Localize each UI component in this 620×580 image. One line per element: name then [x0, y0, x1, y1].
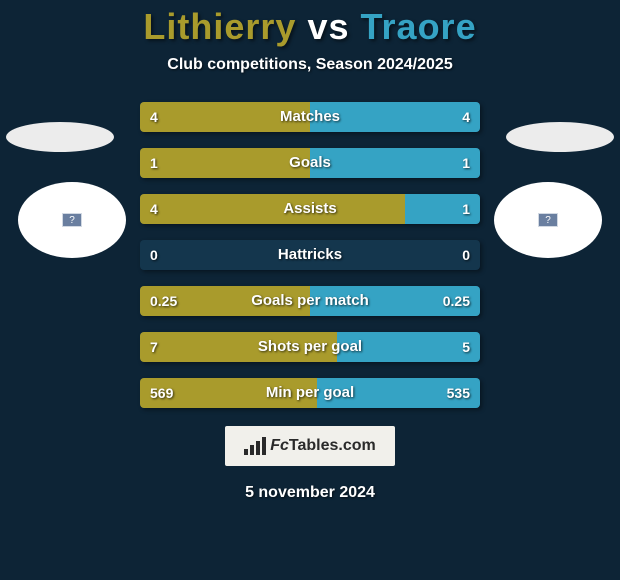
stat-label: Hattricks [140, 240, 480, 270]
stats-container: 44Matches 11Goals 41Assists 00Hattricks 0.25… [140, 102, 480, 408]
player2-placeholder-icon: ? [538, 213, 558, 227]
footer-date: 5 november 2024 [0, 484, 620, 502]
logo-text: FcTables.com [270, 437, 376, 455]
stat-label: Goals per match [140, 286, 480, 316]
subtitle: Club competitions, Season 2024/2025 [0, 56, 620, 74]
comparison-title: Lithierry vs Traore [0, 0, 620, 48]
bars-icon [244, 437, 266, 455]
player1-avatar: ? [18, 182, 126, 258]
stat-row: 44Matches [140, 102, 480, 132]
player1-placeholder-icon: ? [62, 213, 82, 227]
stat-row: 75Shots per goal [140, 332, 480, 362]
stat-row: 569535Min per goal [140, 378, 480, 408]
stat-label: Shots per goal [140, 332, 480, 362]
stat-row: 00Hattricks [140, 240, 480, 270]
stat-label: Assists [140, 194, 480, 224]
vs-label: vs [307, 6, 349, 47]
fctables-logo: FcTables.com [225, 426, 395, 466]
stat-label: Goals [140, 148, 480, 178]
player2-avatar: ? [494, 182, 602, 258]
stat-label: Matches [140, 102, 480, 132]
stat-row: 11Goals [140, 148, 480, 178]
player2-name: Traore [361, 6, 477, 47]
player1-shadow-ellipse [6, 122, 114, 152]
stat-row: 0.250.25Goals per match [140, 286, 480, 316]
stat-label: Min per goal [140, 378, 480, 408]
stat-row: 41Assists [140, 194, 480, 224]
player2-shadow-ellipse [506, 122, 614, 152]
player1-name: Lithierry [143, 6, 296, 47]
